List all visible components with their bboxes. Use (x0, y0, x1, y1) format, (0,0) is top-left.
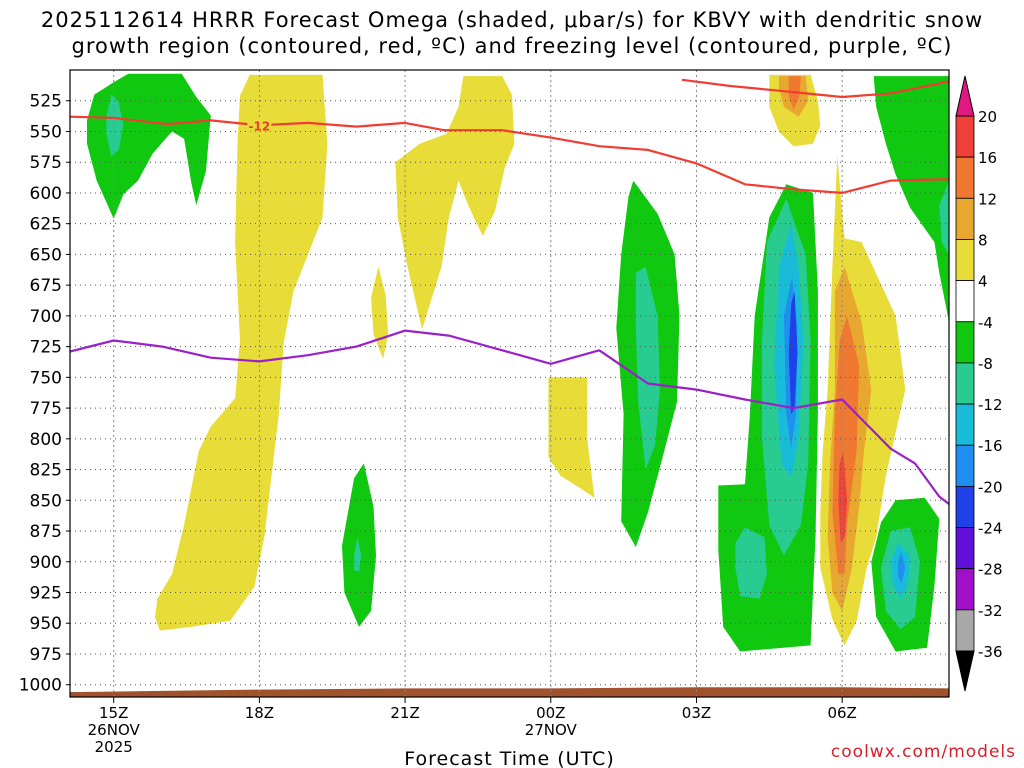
plot-frame (69, 69, 950, 698)
y-tick-label-850: 850 (30, 491, 62, 511)
y-tick-label-950: 950 (30, 614, 62, 634)
colorbar-label-8: -16 (978, 437, 1003, 455)
omega-region-2 (155, 74, 328, 631)
colorbar-bin-12 (955, 609, 975, 652)
y-tick-label-825: 825 (30, 461, 62, 481)
chart-title-line-1: 2025112614 HRRR Forecast Omega (shaded, … (40, 8, 984, 32)
y-tick-label-775: 775 (30, 399, 62, 419)
colorbar-label-5: -4 (978, 314, 993, 332)
y-tick-label-650: 650 (30, 245, 62, 265)
x-tick-label-9-1: 27NOV (525, 721, 578, 739)
y-tick-label-525: 525 (30, 92, 62, 112)
y-tick-label-750: 750 (30, 368, 62, 388)
colorbar-label-3: 8 (978, 231, 988, 249)
omega-region-9 (635, 266, 660, 470)
y-tick-label-700: 700 (30, 307, 62, 327)
source-credit[interactable]: coolwx.com/models (830, 742, 1016, 762)
colorbar-label-13: -36 (978, 643, 1003, 661)
y-tick-label-800: 800 (30, 430, 62, 450)
colorbar-bin-4 (955, 280, 975, 323)
x-tick-label-15-0: 06Z (827, 704, 856, 722)
dgz-label-bg (247, 118, 272, 132)
omega-region-3 (371, 266, 389, 359)
colorbar-bin-8 (955, 444, 975, 487)
colorbar-label-6: -8 (978, 355, 993, 373)
omega-region-5 (548, 377, 595, 498)
colorbar-bin-1 (955, 156, 975, 199)
dgz-contour-line-lower (681, 78, 949, 99)
colorbar-bin-6 (955, 362, 975, 405)
colorbar-bin-3 (955, 239, 975, 282)
chart-title-line-2: growth region (contoured, red, ºC) and f… (71, 34, 953, 58)
omega-region-19 (838, 451, 847, 544)
x-tick-label-12-0: 03Z (682, 704, 711, 722)
omega-region-28 (939, 180, 949, 255)
y-tick-label-550: 550 (30, 122, 62, 142)
colorbar-label-11: -28 (978, 561, 1003, 579)
colorbar-top-arrow (955, 75, 975, 117)
colorbar-label-9: -20 (978, 478, 1003, 496)
y-tick-label-625: 625 (30, 215, 62, 235)
omega-shading-layer (70, 73, 949, 697)
colorbar-bin-10 (955, 527, 975, 570)
colorbar-bin-11 (955, 568, 975, 611)
x-tick-label-0-1: 26NOV (88, 721, 141, 739)
dgz-contour-line-upper (70, 115, 949, 194)
colorbar-bin-5 (955, 321, 975, 364)
y-tick-label-875: 875 (30, 522, 62, 542)
y-tick-label-575: 575 (30, 153, 62, 173)
terrain-fill (70, 687, 949, 697)
omega-region-1 (106, 94, 124, 157)
omega-region-23 (898, 551, 906, 584)
colorbar: 20 16 12 8 4 -4 -8 -12 -16 -20 -24 -28 -32 -36 (955, 75, 1003, 692)
omega-region-11 (735, 527, 767, 599)
colorbar-bottom-arrow (955, 650, 975, 692)
colorbar-bin-2 (955, 197, 975, 240)
y-axis: 525 550 575 600 625 650 675 700 725 750 775 800 825 8… (19, 92, 70, 696)
y-tick-label-600: 600 (30, 184, 62, 204)
freezing-level-line (70, 329, 949, 505)
colorbar-label-2: 12 (978, 190, 997, 208)
y-tick-label-925: 925 (30, 584, 62, 604)
y-tick-label-900: 900 (30, 553, 62, 573)
colorbar-label-10: -24 (978, 520, 1003, 538)
colorbar-label-1: 16 (978, 149, 997, 167)
y-tick-label-1000: 1000 (19, 676, 62, 696)
contour-lines: -12 (70, 78, 949, 505)
omega-region-15 (788, 291, 798, 415)
x-tick-label-6-0: 21Z (390, 704, 419, 722)
omega-region-7 (354, 537, 362, 572)
omega-region-4 (395, 76, 515, 330)
colorbar-label-7: -12 (978, 396, 1003, 414)
plot-border (69, 69, 950, 698)
colorbar-label-4: 4 (978, 273, 988, 291)
colorbar-label-0: 20 (978, 108, 997, 126)
omega-region-27 (873, 76, 949, 322)
x-tick-label-0-0: 15Z (99, 704, 128, 722)
y-tick-label-675: 675 (30, 276, 62, 296)
colorbar-bin-0 (955, 115, 975, 158)
colorbar-bin-7 (955, 403, 975, 446)
y-tick-label-975: 975 (30, 645, 62, 665)
x-axis-title: Forecast Time (UTC) (404, 748, 614, 768)
colorbar-bin-9 (955, 485, 975, 528)
x-tick-label-9-0: 00Z (536, 704, 565, 722)
y-tick-label-725: 725 (30, 338, 62, 358)
x-tick-label-0-2: 2025 (95, 738, 133, 756)
dgz-contour-label: -12 (249, 119, 271, 133)
colorbar-label-12: -32 (978, 602, 1003, 620)
omega-region-0 (87, 73, 211, 219)
x-tick-label-3-0: 18Z (245, 704, 274, 722)
